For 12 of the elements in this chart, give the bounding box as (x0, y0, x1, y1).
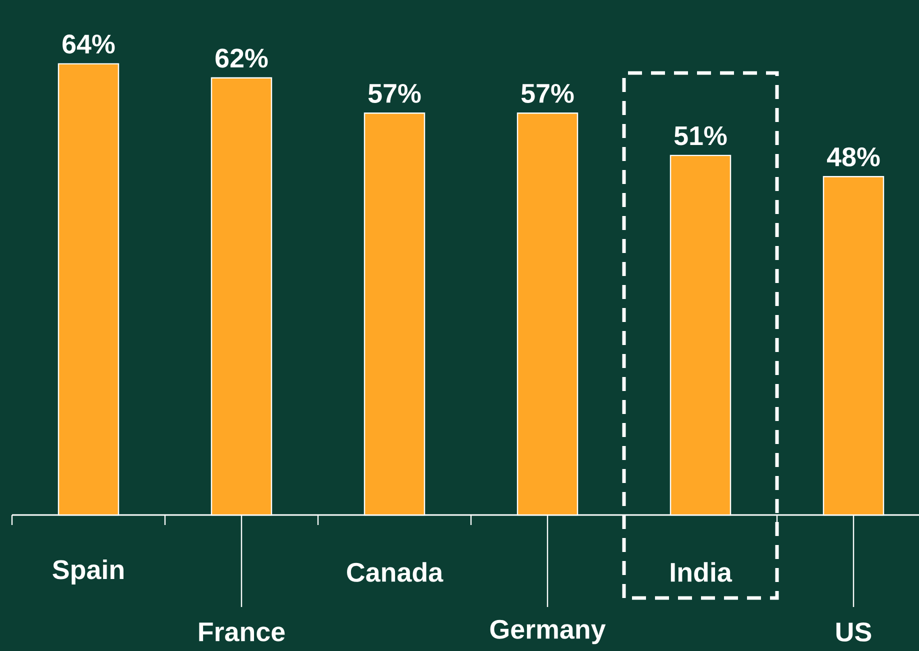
data-label: 62% (216, 48, 268, 68)
data-label: 57% (521, 84, 574, 103)
x-tick-label: US (836, 622, 872, 642)
x-tick-label: India (670, 562, 732, 582)
data-label: 48% (826, 147, 880, 166)
x-tick-label: Canada (347, 562, 444, 582)
data-label: 64% (62, 34, 115, 54)
x-tick-label: France (199, 622, 285, 642)
x-tick-label: Germany (490, 620, 606, 644)
x-tick-label: Spain (52, 559, 124, 585)
data-label: 57% (368, 84, 421, 103)
data-label: 51% (674, 126, 727, 146)
